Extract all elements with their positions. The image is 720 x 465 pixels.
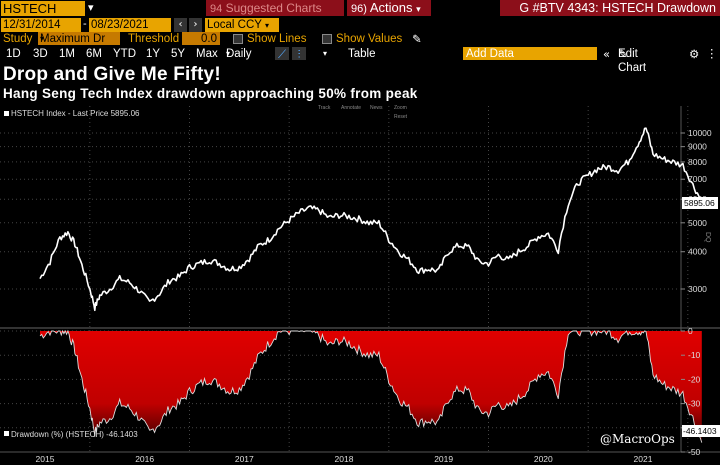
price-tick-label: 10000 (688, 128, 712, 138)
bar-chart-icon[interactable]: ⫶ (292, 47, 306, 61)
actions-label: Actions (369, 0, 413, 15)
mini-toolbar: Track Annotate News Zoom Reset (318, 105, 408, 120)
price-tick-label: 7000 (688, 174, 707, 184)
mini-annotate[interactable]: Annotate (341, 105, 361, 111)
price-line (39, 127, 703, 312)
price-gridlines (0, 132, 681, 290)
drawdown-line (39, 329, 703, 443)
next-period-icon[interactable]: › (189, 18, 202, 32)
period-1m[interactable]: 1M (59, 48, 75, 60)
drawdown-legend-swatch (4, 431, 9, 436)
suggested-prefix: 94 (210, 3, 223, 15)
dd-last-flag (682, 425, 720, 437)
actions-button[interactable]: 96) Actions ▾ (347, 0, 431, 16)
currency-select[interactable]: Local CCY ▾ (205, 18, 279, 32)
study-label: Study (3, 33, 33, 45)
ticker-dropdown-icon[interactable]: ▾ (88, 1, 94, 14)
actions-prefix: 96) (351, 3, 367, 15)
actions-dropdown-icon: ▾ (416, 4, 421, 14)
pencil-small-icon: ✎ (618, 47, 628, 61)
price-tick-label: 4000 (688, 247, 707, 257)
mini-reset[interactable]: Reset (394, 114, 408, 120)
period-6m[interactable]: 6M (86, 48, 102, 60)
price-tick-label: 3000 (688, 284, 707, 294)
x-tick-label: 2017 (235, 454, 254, 464)
price-tick-label: 5000 (688, 218, 707, 228)
period-max[interactable]: Max (196, 48, 218, 60)
study-select[interactable]: Maximum Dr ▾ (38, 32, 120, 45)
more-icon[interactable]: ⋮ (706, 48, 718, 60)
frequency-label: Daily (226, 48, 252, 60)
period-1d[interactable]: 1D (6, 48, 21, 60)
chart-type-dropdown-icon[interactable]: ▾ (323, 49, 328, 58)
dd-tick-label: 0 (688, 326, 693, 336)
table-button[interactable]: Table (348, 48, 376, 60)
price-legend-swatch (4, 111, 9, 116)
study-dropdown-icon: ▾ (40, 34, 45, 43)
threshold-label: Threshold (128, 33, 180, 45)
dd-tick-label: -30 (688, 399, 701, 409)
pencil-icon[interactable]: ✎ (412, 32, 422, 46)
price-legend: HSTECH Index - Last Price 5895.06 (11, 109, 140, 118)
x-tick-label: 2020 (534, 454, 553, 464)
prev-period-icon[interactable]: ‹ (174, 18, 187, 32)
suggested-label: Suggested Charts (225, 1, 322, 15)
period-5y[interactable]: 5Y (171, 48, 186, 60)
chart-subheadline: Hang Seng Tech Index drawdown approachin… (3, 86, 418, 101)
price-last-flag (682, 197, 718, 209)
study-value: Maximum Dr (40, 33, 106, 45)
currency-label: Local CCY (207, 19, 262, 31)
x-tick-label: 2021 (634, 454, 653, 464)
mini-track[interactable]: Track (318, 105, 331, 111)
x-tick-label: 2018 (335, 454, 354, 464)
period-ytd[interactable]: YTD (113, 48, 136, 60)
price-last-value: 5895.06 (684, 198, 715, 208)
collapse-icon[interactable]: « (603, 47, 611, 61)
threshold-input[interactable]: 0.0 (182, 32, 220, 45)
end-date-field[interactable]: 08/23/2021 (89, 18, 171, 32)
watermark: @MacroOps (600, 432, 675, 446)
show-lines-label: Show Lines (247, 33, 307, 45)
x-tick-label: 2015 (36, 454, 55, 464)
frequency-dropdown-icon: ▾ (226, 49, 231, 58)
drawdown-legend: Drawdown (%) (HSTECH) -46.1403 (11, 430, 138, 439)
show-values-label: Show Values (336, 33, 403, 45)
add-data-input[interactable]: Add Data (463, 47, 597, 60)
dd-tick-label: -50 (688, 447, 701, 457)
mini-zoom[interactable]: Zoom (394, 105, 407, 111)
chart-headline: Drop and Give Me Fifty! (3, 64, 221, 85)
date-range-bar: 12/31/2014 - 08/23/2021 ‹ › Local CCY ▾ (0, 17, 720, 32)
suggested-charts-button[interactable]: 94 Suggested Charts (206, 0, 344, 16)
price-axis-label: DQ (704, 232, 711, 243)
date-separator: - (83, 18, 87, 30)
window-title: G #BTV 4343: HSTECH Drawdown (500, 0, 720, 16)
drawdown-series (39, 329, 703, 443)
period-bar: 1D 3D 1M 6M YTD 1Y 5Y Max Daily ▾ ⟋ ⫶ ▾ … (0, 47, 720, 74)
line-chart-icon[interactable]: ⟋ (275, 47, 289, 61)
price-tick-label: 9000 (688, 142, 707, 152)
mini-news[interactable]: News (370, 105, 383, 111)
period-1y[interactable]: 1Y (146, 48, 161, 60)
show-lines-checkbox[interactable] (233, 34, 243, 44)
x-tick-label: 2016 (135, 454, 154, 464)
x-tick-label: 2019 (434, 454, 453, 464)
drawdown-area (40, 331, 702, 443)
dd-last-value: -46.1403 (683, 426, 717, 436)
study-bar: Study Maximum Dr ▾ Threshold 0.0 Show Li… (0, 32, 720, 46)
settings-icon[interactable]: ⚙ (689, 47, 700, 61)
dd-tick-label: -20 (688, 374, 701, 384)
currency-dropdown-icon: ▾ (264, 21, 269, 30)
start-date-field[interactable]: 12/31/2014 (1, 18, 81, 32)
edit-chart-label: Edit Chart (618, 48, 647, 74)
price-series (39, 127, 703, 312)
x-ticks: 2015 2016 2017 2018 2019 2020 2021 (36, 454, 653, 464)
price-y-ticks: 300040005000600070008000900010000 (681, 128, 712, 294)
period-3d[interactable]: 3D (33, 48, 48, 60)
dd-tick-label: -10 (688, 350, 701, 360)
show-values-checkbox[interactable] (322, 34, 332, 44)
price-tick-label: 8000 (688, 157, 707, 167)
